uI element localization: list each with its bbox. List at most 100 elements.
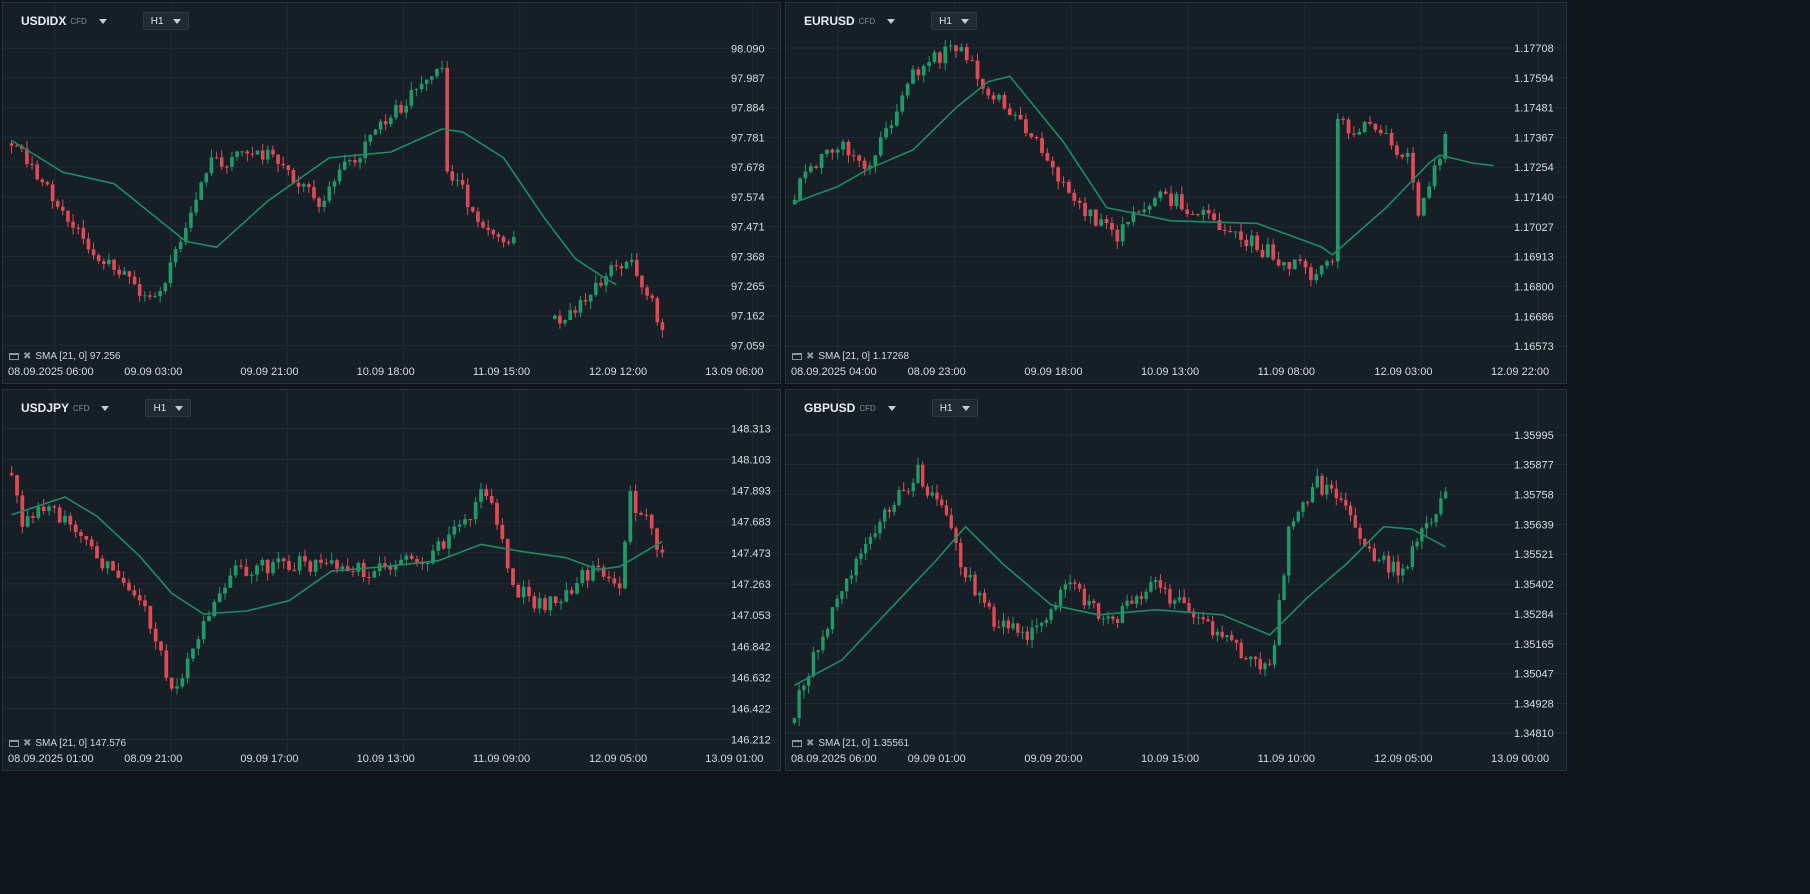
candle-body [30, 164, 34, 166]
candle-body [296, 182, 301, 187]
candle-body [569, 590, 574, 594]
candle-body [112, 259, 116, 270]
candle-body [949, 515, 953, 529]
candle-body [41, 506, 46, 512]
symbol-dropdown-caret-icon[interactable] [98, 18, 107, 24]
candle-body [964, 47, 969, 61]
timeframe-selector[interactable]: H1 [931, 12, 977, 30]
time-tick-label: 08.09 21:00 [124, 753, 182, 765]
chart-panel-gbpusd[interactable]: GBPUSD CFD H1 1.35995 1.35877 1.35758 1.356… [785, 389, 1567, 771]
candle-body [849, 575, 854, 579]
candle-body [189, 212, 193, 228]
indicator-remove-icon[interactable]: ✖ [806, 737, 815, 749]
candle-body [460, 180, 465, 185]
candle-body [35, 164, 39, 180]
candle-body [1092, 600, 1096, 604]
candle-body [897, 489, 901, 506]
symbol-name[interactable]: EURUSD [804, 14, 855, 28]
candle-body [348, 160, 352, 162]
chart-panel-usdjpy[interactable]: USDJPY CFD H1 148.313 148.103 147.893 147.6… [2, 389, 781, 771]
indicator-remove-icon[interactable]: ✖ [806, 350, 815, 362]
candle-body [617, 583, 622, 589]
candle-body [476, 211, 480, 222]
price-tick-label: 1.17708 [1514, 43, 1554, 55]
candle-body [1255, 235, 1259, 250]
symbol-name[interactable]: GBPUSD [804, 401, 856, 415]
price-tick-label: 97.059 [731, 340, 765, 352]
symbol-name[interactable]: USDJPY [21, 401, 70, 415]
candle-body [1346, 119, 1351, 134]
price-axis: 148.313 148.103 147.893 147.683 147.473 147.2… [731, 423, 771, 746]
chart-grid-lines [3, 390, 780, 754]
candle-body [1063, 584, 1067, 590]
candle-body [471, 207, 475, 212]
candle-body [1016, 623, 1020, 633]
candle-body [358, 158, 362, 163]
candle-body [169, 677, 174, 689]
candlestick-chart[interactable]: 1.17708 1.17594 1.17481 1.17367 1.17254 1.171… [786, 3, 1567, 384]
candle-body [1179, 194, 1184, 210]
panel-header: USDJPY CFD H1 [21, 399, 192, 417]
candle-body [978, 592, 982, 596]
candle-body [532, 596, 537, 609]
time-tick-label: 12.09 03:00 [1374, 366, 1432, 378]
candle-body [450, 171, 455, 181]
indicator-settings-icon[interactable] [9, 353, 19, 360]
candle-body [1277, 600, 1281, 646]
indicator-settings-icon[interactable] [9, 740, 19, 747]
indicator-settings-icon[interactable] [792, 740, 802, 747]
candlestick-chart[interactable]: 1.35995 1.35877 1.35758 1.35639 1.35521 1.354… [786, 390, 1567, 771]
candle-body [1136, 211, 1141, 213]
indicator-remove-icon[interactable]: ✖ [23, 350, 32, 362]
symbol-dropdown-caret-icon[interactable] [101, 405, 110, 411]
candle-body [1287, 262, 1292, 269]
price-tick-label: 1.35284 [1514, 609, 1554, 621]
candle-body [1233, 231, 1238, 233]
candle-body [327, 186, 332, 201]
price-tick-label: 1.34928 [1514, 698, 1554, 710]
candle-body [1177, 597, 1182, 601]
candle-body [329, 560, 334, 564]
candle-body [276, 154, 280, 165]
candle-body [954, 45, 958, 52]
time-tick-label: 12.09 05:00 [1374, 753, 1432, 765]
candle-body [102, 261, 106, 264]
timeframe-selector[interactable]: H1 [145, 399, 192, 417]
candle-body [495, 502, 499, 525]
chart-panel-eurusd[interactable]: EURUSD CFD H1 1.17708 1.17594 1.17481 1.173… [785, 2, 1567, 384]
candle-body [153, 296, 157, 298]
symbol-dropdown-caret-icon[interactable] [887, 18, 896, 24]
candle-body [645, 287, 649, 296]
time-tick-label: 09.09 01:00 [908, 753, 966, 765]
symbol-dropdown-caret-icon[interactable] [887, 405, 896, 411]
candle-body [640, 275, 644, 288]
time-tick-label: 13.09 01:00 [705, 753, 763, 765]
candle-body [1362, 121, 1367, 132]
candle-body [1368, 121, 1372, 124]
candle-body [884, 128, 888, 138]
candle-body [463, 519, 467, 525]
candle-body [414, 89, 419, 91]
candle-body [61, 206, 65, 211]
symbol-name[interactable]: USDIDX [21, 14, 67, 28]
indicator-remove-icon[interactable]: ✖ [23, 737, 32, 749]
candle-body [184, 227, 188, 242]
candle-body [835, 598, 839, 608]
timeframe-selector[interactable]: H1 [142, 12, 189, 30]
candlestick-chart[interactable]: 98.090 97.987 97.884 97.781 97.678 97.574 97.4… [3, 3, 781, 384]
candlestick-chart[interactable]: 148.313 148.103 147.893 147.683 147.473 147.2… [3, 390, 781, 771]
candle-body [1325, 484, 1329, 495]
candle-body [84, 536, 89, 540]
chart-grid-lines [786, 390, 1566, 754]
candle-body [1438, 158, 1442, 166]
chart-panel-usdidx[interactable]: USDIDX CFD H1 98.090 97.987 97.884 97.781 97… [2, 2, 781, 384]
candle-body [111, 561, 115, 571]
candle-body [591, 565, 595, 581]
candle-body [1144, 591, 1148, 599]
candle-body [40, 179, 45, 183]
candle-body [107, 259, 111, 264]
indicator-settings-icon[interactable] [792, 353, 802, 360]
indicator-legend: ✖ SMA [21, 0] 1.17268 [792, 351, 909, 362]
candle-body [1212, 213, 1216, 221]
timeframe-selector[interactable]: H1 [931, 399, 978, 417]
